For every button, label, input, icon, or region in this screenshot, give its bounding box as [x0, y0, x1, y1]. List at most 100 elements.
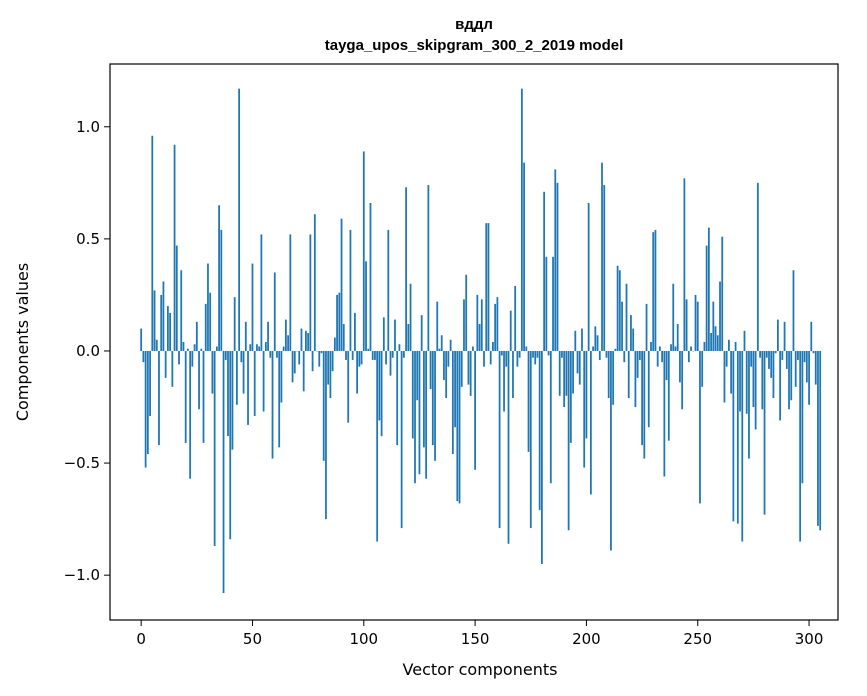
bar-1 [142, 350, 145, 363]
bar-65 [284, 319, 287, 351]
bar-63 [280, 350, 283, 403]
bar-77 [311, 350, 314, 372]
bar-205 [596, 335, 599, 351]
bar-140 [451, 350, 454, 455]
bar-106 [376, 350, 379, 542]
bar-90 [340, 218, 343, 351]
bar-81 [320, 350, 323, 354]
bar-7 [155, 339, 158, 351]
bar-35 [218, 205, 220, 351]
bar-301 [810, 321, 813, 351]
bar-72 [300, 328, 303, 351]
bar-19 [182, 342, 185, 351]
bar-261 [721, 236, 724, 351]
bar-10 [162, 281, 165, 351]
bar-69 [293, 350, 296, 374]
bar-144 [460, 350, 463, 387]
bar-14 [171, 350, 174, 387]
bar-29 [204, 303, 207, 351]
x-tick-label-0: 0 [136, 630, 146, 648]
bar-172 [523, 162, 525, 351]
bar-231 [654, 229, 657, 351]
bar-246 [687, 350, 690, 363]
bar-194 [572, 350, 574, 394]
bar-302 [812, 350, 815, 354]
bar-195 [574, 330, 577, 351]
bar-303 [814, 350, 817, 385]
bar-115 [396, 350, 399, 446]
bar-80 [318, 350, 321, 367]
bar-206 [598, 350, 601, 360]
bar-184 [549, 350, 552, 484]
bar-201 [587, 203, 590, 351]
bar-186 [554, 169, 557, 351]
bar-216 [621, 301, 623, 351]
bar-114 [394, 319, 396, 351]
bar-208 [603, 185, 606, 351]
bar-228 [647, 350, 650, 428]
bar-126 [420, 315, 423, 351]
bar-117 [400, 350, 403, 529]
bar-155 [485, 223, 488, 351]
bar-226 [643, 350, 646, 459]
bar-295 [797, 350, 799, 360]
x-tick-label-3: 150 [461, 630, 490, 648]
bar-280 [763, 350, 766, 515]
bar-57 [267, 321, 269, 351]
bar-44 [238, 88, 241, 351]
bar-298 [803, 350, 806, 363]
bar-100 [362, 151, 365, 351]
bar-154 [483, 350, 485, 367]
bar-32 [211, 350, 214, 394]
bar-25 [195, 321, 198, 351]
bar-98 [358, 350, 361, 367]
bar-84 [327, 350, 330, 385]
bar-263 [725, 350, 728, 367]
bar-157 [489, 350, 492, 365]
bar-197 [578, 350, 581, 385]
bar-104 [371, 350, 374, 360]
bar-105 [374, 350, 376, 360]
bar-273 [748, 350, 750, 459]
bar-166 [509, 310, 512, 351]
bar-164 [505, 350, 508, 367]
bar-122 [411, 350, 414, 439]
bar-59 [271, 350, 274, 459]
bar-296 [799, 350, 802, 542]
bar-40 [229, 350, 232, 540]
bar-108 [380, 350, 383, 437]
bar-160 [496, 297, 499, 351]
bar-148 [469, 350, 472, 396]
bar-171 [520, 88, 523, 351]
bar-2 [144, 350, 147, 468]
bar-189 [561, 350, 563, 358]
bar-233 [659, 346, 661, 351]
bar-276 [754, 350, 757, 430]
bar-264 [728, 339, 730, 351]
bar-151 [476, 294, 479, 351]
bar-294 [794, 350, 797, 387]
bar-8 [158, 350, 160, 446]
bar-5 [151, 135, 154, 351]
bar-139 [449, 339, 452, 351]
bar-99 [360, 350, 363, 365]
bar-112 [389, 350, 392, 376]
bar-124 [416, 350, 419, 401]
bar-132 [434, 350, 436, 461]
bar-6 [153, 290, 156, 351]
bar-87 [333, 337, 336, 351]
bar-92 [345, 350, 347, 360]
bar-135 [440, 335, 443, 351]
bar-26 [198, 350, 200, 410]
bar-34 [215, 346, 218, 351]
bar-245 [685, 299, 688, 351]
bar-31 [209, 292, 212, 351]
bar-285 [774, 350, 777, 354]
bar-272 [745, 350, 748, 414]
bar-123 [414, 350, 416, 484]
bar-54 [260, 234, 263, 351]
bar-204 [594, 326, 597, 351]
bar-12 [166, 306, 169, 351]
bar-96 [354, 312, 356, 351]
